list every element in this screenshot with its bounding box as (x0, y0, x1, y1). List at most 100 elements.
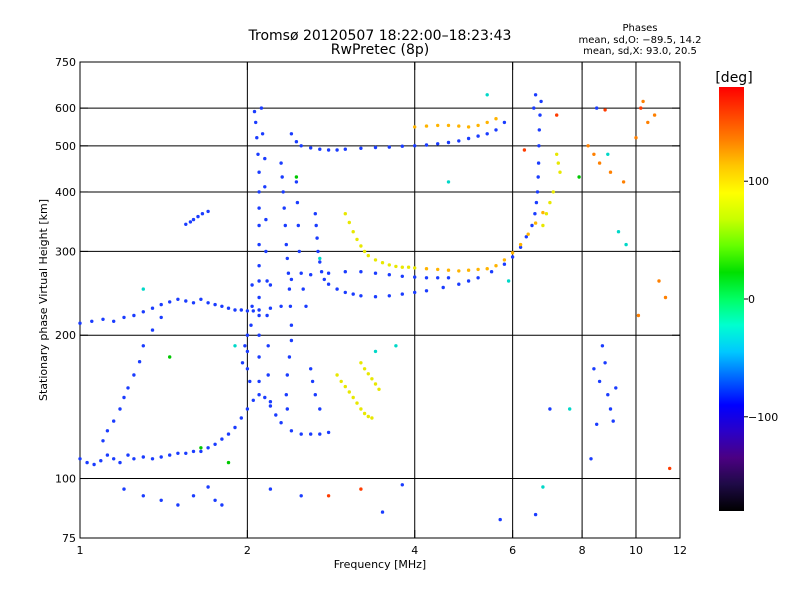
data-point (279, 304, 283, 308)
data-point (400, 144, 404, 148)
data-point (92, 462, 96, 467)
data-point (259, 106, 264, 110)
colorbar-tick-label: 0 (748, 293, 755, 306)
data-point (406, 265, 411, 269)
data-point (168, 355, 172, 359)
data-point (370, 377, 374, 381)
data-point (424, 124, 429, 128)
data-point (436, 276, 440, 280)
data-point (536, 161, 541, 165)
data-point (268, 306, 273, 310)
data-point (400, 292, 404, 296)
data-point (597, 379, 602, 384)
data-point (366, 372, 370, 376)
data-point (589, 457, 593, 461)
data-point (457, 124, 461, 128)
data-point (577, 175, 581, 179)
data-point (657, 279, 661, 283)
data-point (534, 200, 539, 205)
data-point (343, 270, 347, 274)
data-point (494, 117, 498, 121)
y-tick-label: 200 (55, 329, 76, 342)
x-tick-label: 4 (411, 544, 418, 557)
data-point (150, 306, 155, 310)
data-point (400, 483, 404, 487)
data-point (196, 214, 200, 219)
data-point (285, 373, 289, 377)
data-point (362, 249, 367, 254)
data-point (555, 113, 559, 117)
data-point (556, 161, 560, 165)
data-point (366, 414, 370, 419)
data-point (555, 152, 559, 156)
data-point (257, 308, 261, 312)
data-point (239, 308, 243, 312)
data-point (611, 419, 615, 423)
data-point (168, 453, 172, 457)
x-axis-label: Frequency [MHz] (334, 558, 426, 571)
data-point (226, 432, 231, 436)
data-point (265, 313, 269, 318)
data-point (548, 200, 552, 205)
data-point (243, 344, 247, 348)
data-point (251, 309, 255, 313)
data-point (250, 304, 254, 308)
data-point (485, 267, 489, 271)
x-tick-label: 8 (579, 544, 586, 557)
data-point (282, 206, 286, 210)
data-point (335, 148, 339, 152)
data-point (466, 268, 471, 272)
data-point (220, 437, 224, 441)
data-point (289, 338, 294, 343)
data-point (533, 221, 538, 225)
data-point (257, 379, 261, 384)
data-point (226, 306, 231, 310)
data-point (141, 344, 145, 348)
data-point (176, 297, 180, 301)
data-point (424, 267, 429, 271)
data-point (424, 289, 429, 293)
data-point (641, 99, 645, 104)
data-point (263, 185, 267, 189)
data-point (257, 264, 261, 268)
data-point (457, 139, 461, 143)
data-point (159, 498, 163, 502)
data-point (279, 421, 283, 425)
data-point (668, 466, 672, 471)
data-point (595, 106, 599, 110)
data-point (387, 145, 391, 149)
data-point (359, 487, 363, 491)
data-point (502, 262, 507, 266)
data-point (159, 315, 163, 320)
data-point (502, 120, 507, 125)
data-point (213, 498, 217, 502)
data-point (319, 270, 324, 274)
data-point (85, 460, 89, 465)
data-point (537, 128, 541, 132)
data-point (524, 235, 528, 239)
data-point (240, 361, 245, 365)
data-point (359, 361, 363, 365)
data-point (191, 494, 196, 498)
data-point (112, 457, 116, 461)
data-point (257, 279, 261, 283)
data-point (266, 344, 270, 348)
data-point (394, 344, 398, 348)
data-point (126, 453, 130, 457)
data-point (257, 295, 261, 300)
data-point (592, 367, 596, 371)
data-point (359, 244, 363, 248)
y-tick-label: 75 (62, 532, 76, 545)
data-point (518, 242, 523, 247)
data-point (424, 276, 429, 280)
data-point (541, 485, 545, 489)
x-tick-label: 12 (673, 544, 687, 557)
data-point (263, 156, 267, 161)
data-point (255, 136, 259, 140)
data-point (318, 407, 322, 411)
data-point (299, 494, 303, 498)
data-point (316, 249, 320, 254)
data-point (254, 120, 258, 125)
